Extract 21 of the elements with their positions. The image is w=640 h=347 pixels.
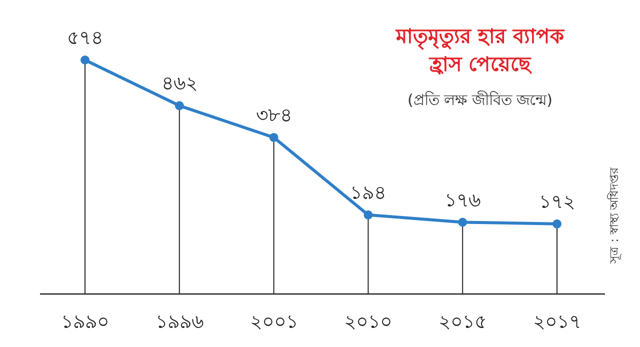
x-tick-label: ২০১৫: [438, 311, 487, 333]
data-label: ১৯৪: [350, 182, 386, 204]
x-tick-label: ১৯৯৬: [155, 311, 204, 333]
point: [269, 132, 278, 142]
x-tick-label: ২০১৭: [533, 311, 581, 333]
data-label: ৪৬২: [161, 72, 198, 95]
x-tick-label: ১৯৯০: [61, 311, 109, 333]
point: [458, 218, 468, 227]
point: [80, 56, 90, 64]
data-label: ১৭২: [539, 190, 575, 213]
data-label: ৫৭৪: [67, 27, 103, 49]
point: [364, 210, 373, 220]
text: সূত্র : স্বাস্থ্য অধিদপ্তর: [607, 166, 622, 264]
data-label: ৩৮৪: [256, 104, 292, 126]
point: [552, 219, 562, 228]
x-tick-label: ২০০১: [250, 311, 298, 333]
chart-title: মাতৃমৃত্যুর হার ব্যাপক হ্রাস পেয়েছে: [394, 23, 566, 78]
point: [174, 101, 184, 110]
x-tick-label: ২০১০: [344, 311, 392, 333]
data-label: ১৭৬: [444, 189, 481, 212]
text: (প্রতি লক্ষ জীবিত জন্মে): [406, 90, 554, 111]
